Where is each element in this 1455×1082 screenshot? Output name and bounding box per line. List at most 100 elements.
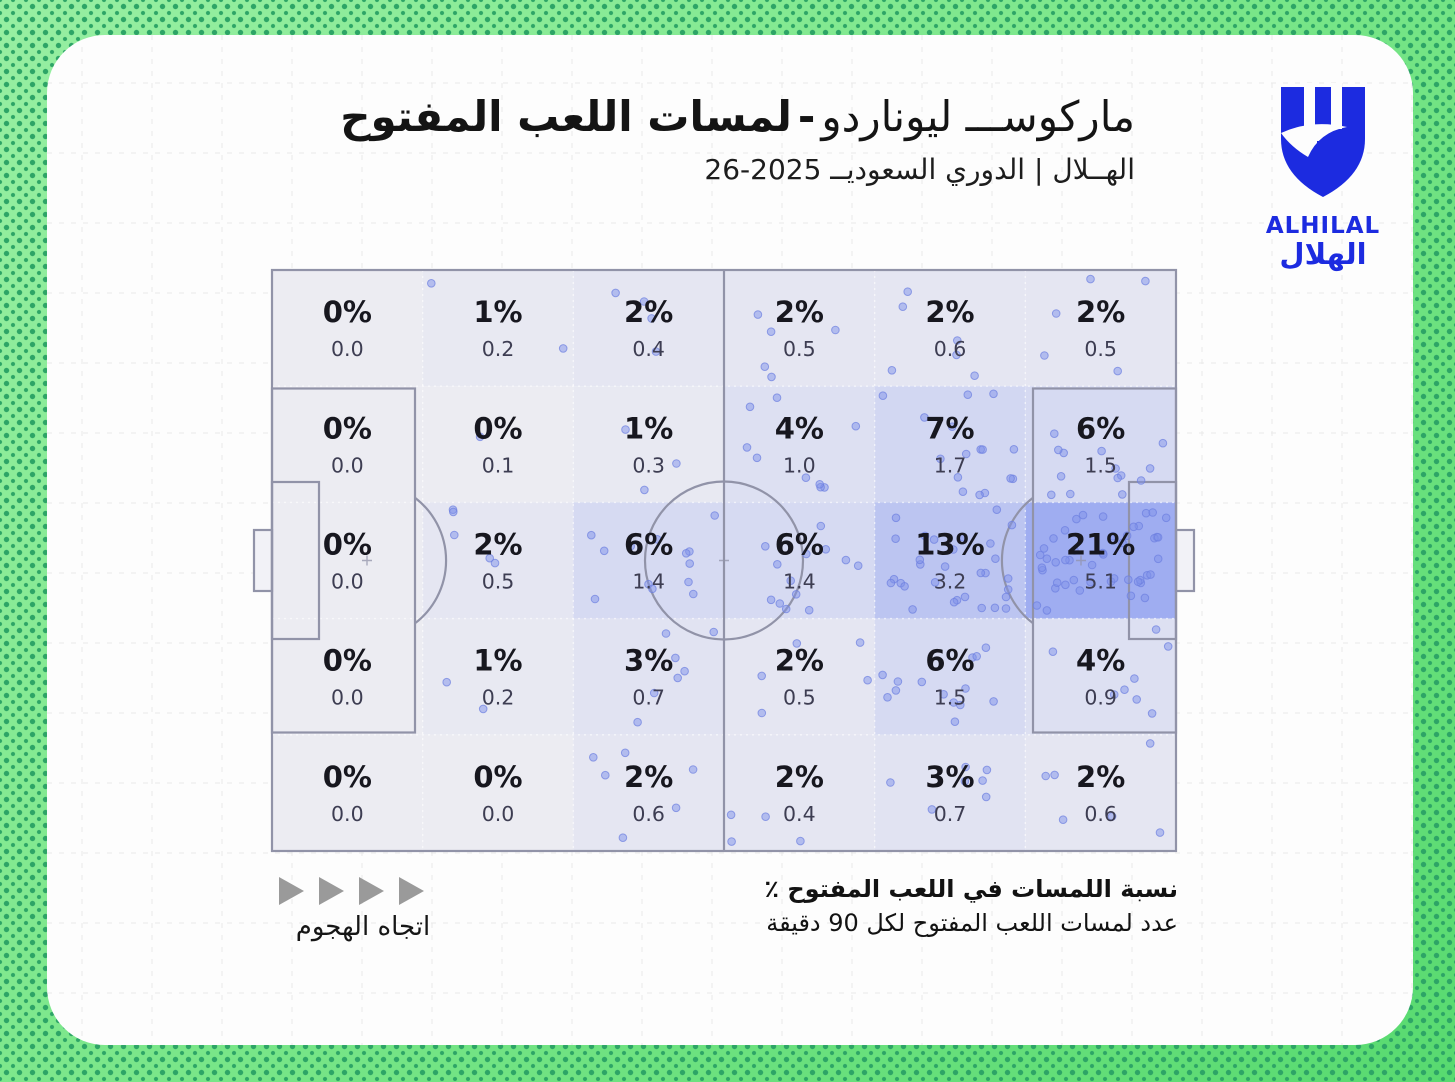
goal-left xyxy=(252,528,274,593)
touch-dot xyxy=(1141,276,1150,286)
touch-dot xyxy=(1001,604,1011,613)
touch-dot xyxy=(1107,812,1117,821)
touch-dot xyxy=(1120,685,1129,695)
touch-dot xyxy=(1145,464,1155,473)
touch-dot xyxy=(1113,473,1123,483)
touch-dot xyxy=(475,432,485,442)
touch-dot xyxy=(626,541,636,551)
zone-pct-label: 2% xyxy=(624,760,673,794)
zone-per90-label: 0.7 xyxy=(934,802,967,826)
zone-per90-label: 1.4 xyxy=(783,570,816,594)
touch-dot xyxy=(978,776,987,785)
touch-dot xyxy=(620,748,630,758)
touch-dot xyxy=(639,297,649,306)
zone-per90-label: 0.9 xyxy=(1084,686,1117,710)
touch-dot xyxy=(1075,586,1085,595)
touch-dot xyxy=(649,688,659,698)
touch-dot xyxy=(442,677,451,687)
touch-dot xyxy=(816,521,826,531)
zone-pct-label: 4% xyxy=(1076,644,1125,678)
touch-dot xyxy=(1158,438,1168,448)
zone-cell xyxy=(874,270,1026,387)
touch-dot xyxy=(851,421,861,431)
touch-dot xyxy=(949,597,959,607)
touch-dot xyxy=(1069,575,1079,585)
touch-dot xyxy=(745,402,755,412)
touch-dot xyxy=(1072,514,1081,524)
touch-dot xyxy=(917,677,927,687)
touch-dot xyxy=(1109,574,1119,583)
touch-dot xyxy=(821,545,831,554)
touch-dot xyxy=(891,513,901,523)
zone-per90-label: 0.1 xyxy=(482,453,515,477)
touch-dot xyxy=(1098,512,1108,521)
touch-dot xyxy=(611,288,620,298)
title-separator: - xyxy=(797,92,816,141)
touch-dot xyxy=(775,599,785,608)
touch-dot xyxy=(1032,601,1042,610)
zone-cell xyxy=(422,734,574,851)
attack-direction-label: اتجاه الهجوم xyxy=(295,912,431,942)
touch-dot xyxy=(1042,554,1052,564)
zone-pct-label: 13% xyxy=(915,528,984,562)
arrow-right-icon xyxy=(319,877,344,905)
touch-dot xyxy=(757,708,767,718)
subtitle: الهــلال | الدوري السعوديــ 2025-26 xyxy=(704,153,1135,187)
touch-dot xyxy=(960,592,970,602)
pitch-heatmap: 0% 0.0 1% 0.2 2% 0.4 2% 0.5 2% 0.6 2% 0.5 0% 0.0 0% 0.1… xyxy=(252,260,1196,861)
touch-dot xyxy=(992,505,1002,514)
zone-cell xyxy=(573,386,724,503)
goal-right xyxy=(1174,528,1196,593)
touch-dot xyxy=(450,530,459,540)
touch-dot xyxy=(1151,625,1161,634)
touch-dot xyxy=(1040,351,1049,360)
zone-per90-label: 0.2 xyxy=(482,337,515,361)
touch-dot xyxy=(863,675,872,685)
arrow-right-icon xyxy=(359,877,384,905)
touch-dot xyxy=(1049,534,1058,543)
touch-dot xyxy=(1060,526,1070,535)
zone-pct-label: 2% xyxy=(925,295,974,329)
touch-dot xyxy=(752,453,762,463)
touch-dot xyxy=(989,389,998,399)
touch-dot xyxy=(976,568,986,578)
zone-pct-label: 0% xyxy=(323,295,372,329)
zone-pct-label: 3% xyxy=(624,644,673,678)
touch-dot xyxy=(986,539,995,548)
touch-dot xyxy=(961,762,970,772)
touch-dot xyxy=(1035,550,1045,560)
zone-per90-label: 0.0 xyxy=(331,686,364,710)
page-title: ماركوســـ ليوناردو-لمسات اللعب المفتوح xyxy=(340,92,1135,141)
zone-cell xyxy=(1025,270,1176,387)
zone-pct-label: 0% xyxy=(323,528,372,562)
zone-pct-label: 0% xyxy=(323,760,372,794)
alhilal-crest-icon xyxy=(1281,83,1365,197)
touch-dot xyxy=(684,577,693,587)
touch-dot xyxy=(915,555,925,565)
zone-per90-label: 0.0 xyxy=(482,802,515,826)
touch-dot xyxy=(727,837,736,846)
touch-dot xyxy=(975,490,984,500)
touch-dot xyxy=(710,511,720,520)
touch-dot xyxy=(1153,554,1163,564)
zone-cell xyxy=(272,734,423,851)
touch-dot xyxy=(958,487,968,496)
zone-pct-label: 2% xyxy=(775,295,824,329)
zone-pct-label: 6% xyxy=(925,644,974,678)
touch-dot xyxy=(878,670,887,680)
touch-dot xyxy=(891,534,900,544)
zone-pct-label: 0% xyxy=(473,411,522,445)
touch-dot xyxy=(903,287,913,297)
touch-dot xyxy=(920,413,929,422)
arrow-right-icon xyxy=(399,877,424,905)
touch-dot xyxy=(709,627,719,637)
zone-pct-label: 0% xyxy=(323,644,372,678)
penalty-arc-left xyxy=(414,496,448,625)
touch-dot xyxy=(689,589,698,599)
metrics-legend: نسبة اللمسات في اللعب المفتوح ٪ عدد لمسا… xyxy=(764,873,1178,940)
zone-cell xyxy=(874,618,1026,735)
touch-dot xyxy=(1039,544,1049,553)
touch-dot xyxy=(1146,570,1155,579)
touch-dot xyxy=(1052,578,1062,588)
zone-pct-label: 2% xyxy=(624,295,673,329)
